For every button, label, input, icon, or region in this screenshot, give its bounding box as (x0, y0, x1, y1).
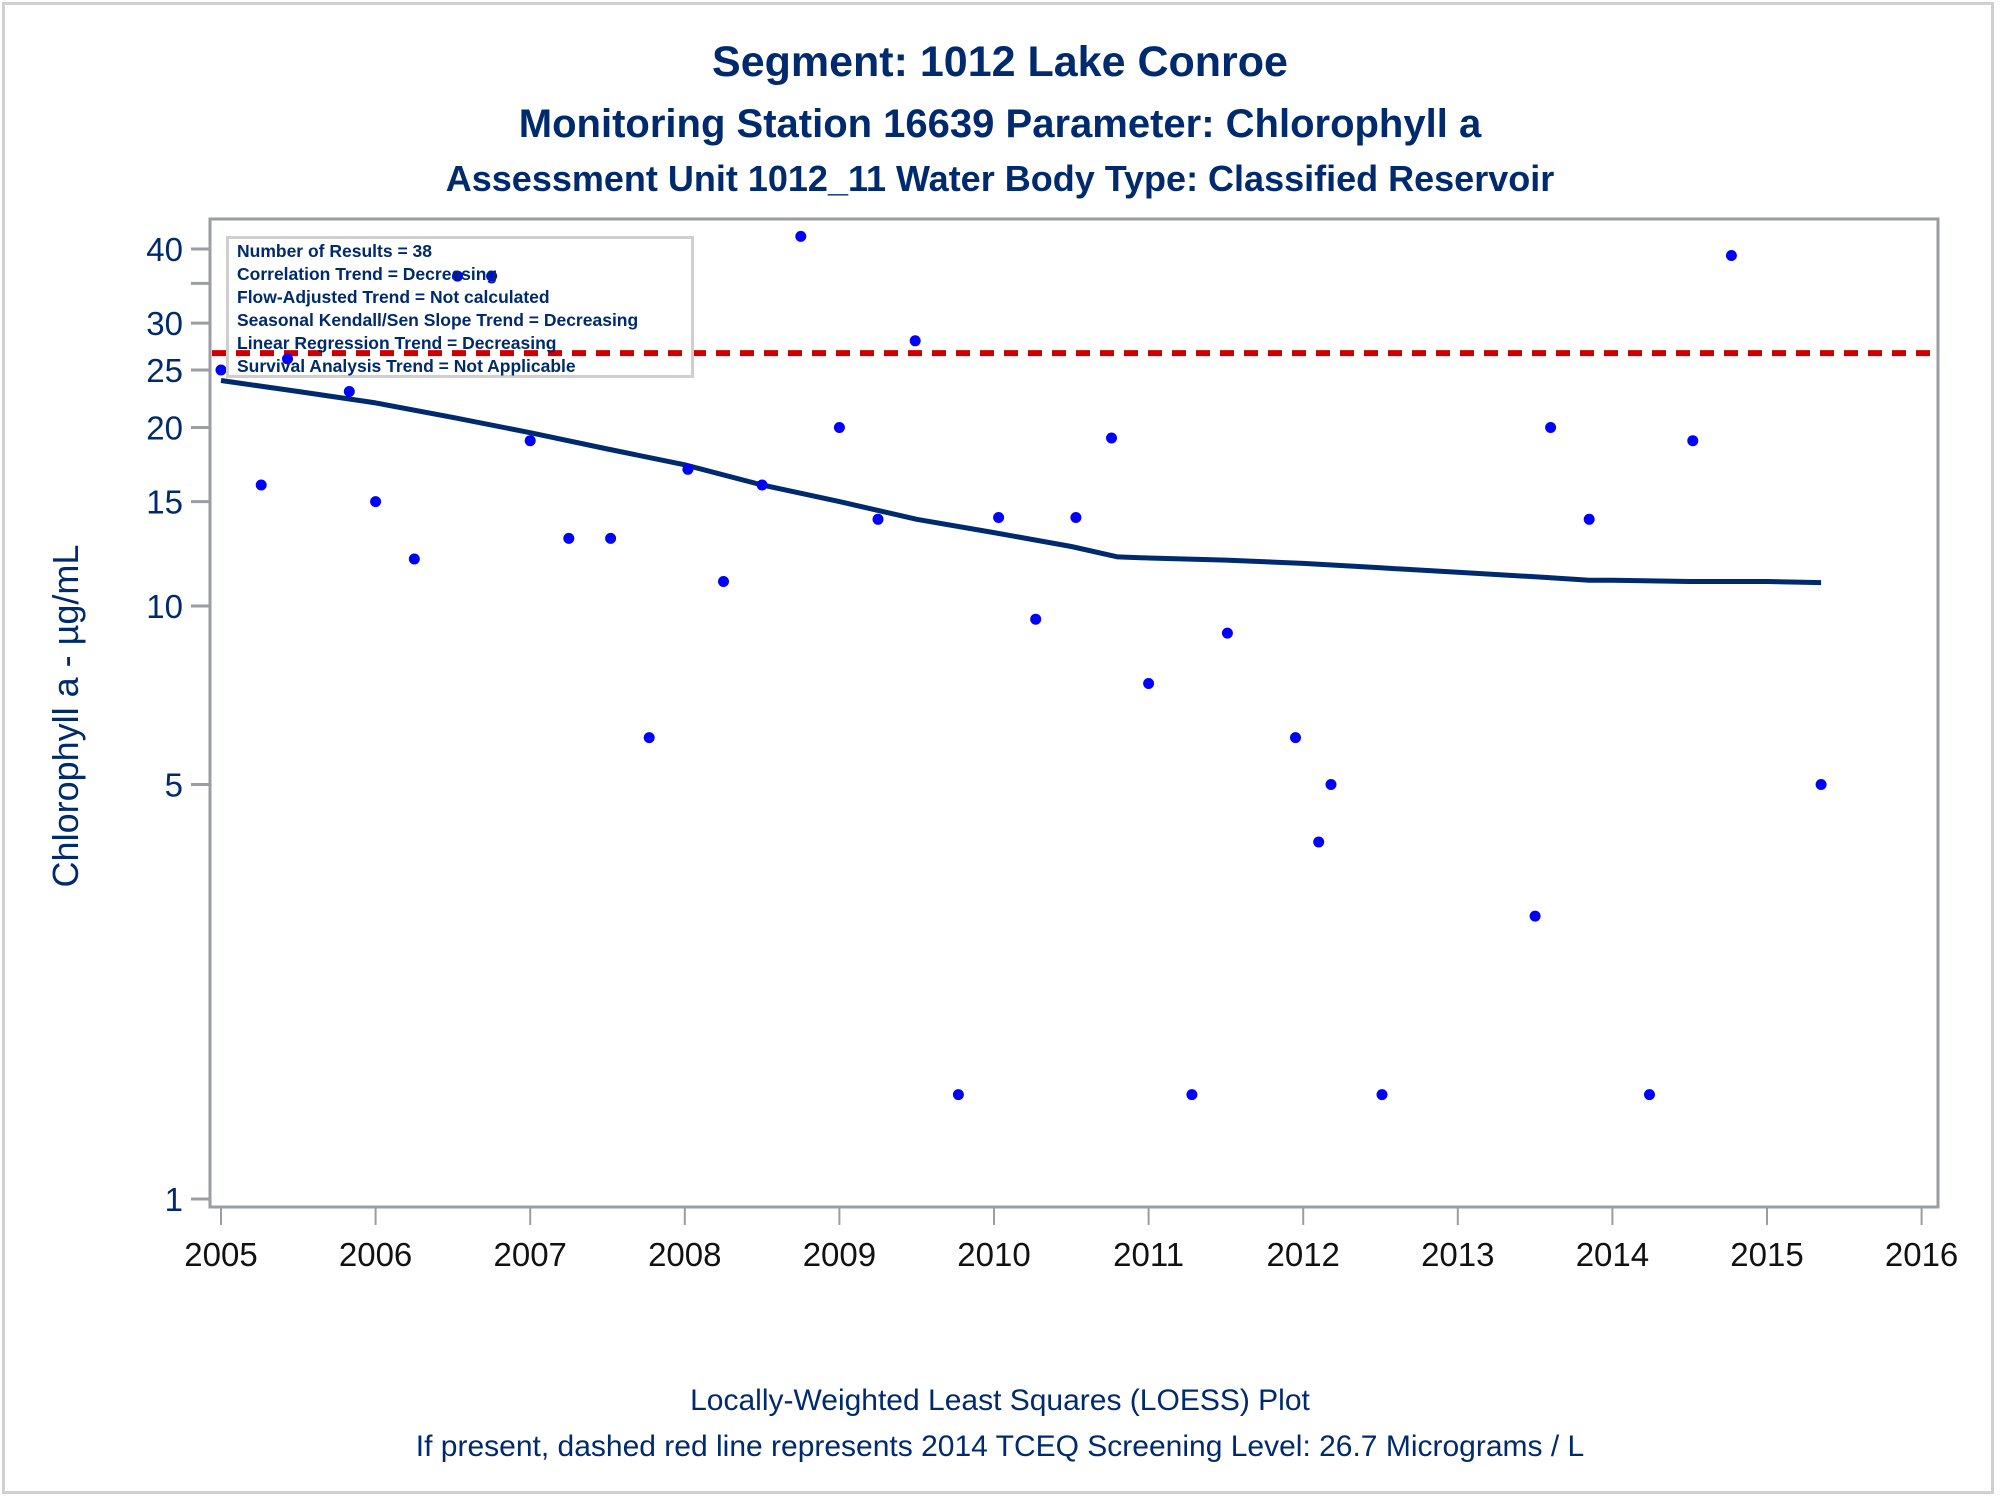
data-point (993, 512, 1005, 523)
data-point (833, 422, 845, 433)
y-tick-label: 30 (146, 305, 183, 342)
x-tick-label: 2016 (1885, 1236, 1958, 1273)
data-point (682, 463, 694, 475)
data-point (343, 386, 355, 397)
x-tick-label: 2015 (1730, 1236, 1803, 1273)
data-point (1545, 422, 1557, 433)
y-tick-label: 5 (165, 767, 183, 804)
x-tick-label: 2010 (957, 1236, 1030, 1273)
data-point (486, 270, 498, 282)
y-tick-label: 10 (146, 588, 183, 625)
data-point (1186, 1089, 1198, 1101)
legend-seasonal-kendall-trend: Seasonal Kendall/Sen Slope Trend = Decre… (237, 310, 639, 330)
data-point (1583, 513, 1595, 525)
data-point (524, 435, 536, 447)
x-tick-label: 2007 (493, 1236, 566, 1273)
data-point (795, 230, 807, 242)
data-point (1815, 779, 1827, 790)
data-point (909, 335, 921, 347)
data-point (718, 576, 729, 587)
data-point (872, 513, 884, 525)
y-tick-label: 40 (146, 231, 183, 268)
data-point (756, 479, 768, 491)
y-tick-label: 1 (165, 1181, 183, 1218)
chart-marks (212, 230, 1936, 1101)
legend-survival-analysis-trend: Survival Analysis Trend = Not Applicable (237, 356, 576, 376)
data-point (1325, 779, 1337, 790)
data-point (952, 1089, 964, 1101)
data-point (1687, 435, 1699, 447)
plot-area-border (208, 217, 1940, 1209)
data-point (1376, 1089, 1388, 1101)
chart-subtitle-assessment: Assessment Unit 1012_11 Water Body Type:… (445, 158, 1555, 199)
x-tick-label: 2011 (1113, 1236, 1184, 1273)
data-point (1644, 1089, 1655, 1101)
data-point (1143, 678, 1155, 689)
data-point (1030, 613, 1042, 625)
chart-title: Segment: 1012 Lake Conroe (712, 38, 1288, 86)
data-point (563, 532, 575, 544)
footnote-loess: Locally-Weighted Least Squares (LOESS) P… (690, 1384, 1310, 1417)
legend-correlation-trend: Correlation Trend = Decreasing (237, 264, 498, 284)
data-point (255, 479, 267, 491)
y-tick-label: 25 (146, 352, 183, 389)
x-tick-label: 2008 (648, 1236, 721, 1273)
data-point (1221, 627, 1233, 639)
x-tick-label: 2014 (1576, 1236, 1649, 1273)
loess-line (220, 378, 1822, 586)
data-point (643, 732, 655, 744)
y-tick-label: 20 (146, 409, 183, 446)
y-tick-label: 15 (146, 484, 183, 521)
x-tick-label: 2005 (184, 1236, 257, 1273)
legend-linear-regression-trend: Linear Regression Trend = Decreasing (237, 333, 557, 353)
legend-flow-adjusted-trend: Flow-Adjusted Trend = Not calculated (237, 287, 550, 307)
data-point (282, 353, 293, 365)
data-point (1070, 512, 1082, 523)
data-point (1313, 836, 1325, 848)
data-point (215, 364, 227, 376)
data-point (1725, 250, 1737, 261)
footnote-screening-level: If present, dashed red line represents 2… (415, 1430, 1585, 1463)
data-point (452, 270, 463, 282)
data-point (1290, 732, 1301, 744)
x-tick-label: 2009 (803, 1236, 876, 1273)
chart-subtitle-station: Monitoring Station 16639 Parameter: Chlo… (518, 102, 1482, 146)
data-point (408, 553, 420, 565)
data-point (370, 496, 382, 508)
data-point (1529, 910, 1541, 922)
y-axis-label: Chlorophyll a - µg/mL (45, 545, 86, 888)
x-tick-label: 2006 (339, 1236, 412, 1273)
data-point (605, 532, 617, 544)
data-point (1106, 432, 1117, 444)
x-tick-label: 2013 (1421, 1236, 1494, 1273)
legend-number-of-results: Number of Results = 38 (237, 241, 432, 261)
trend-legend: Number of Results = 38 Correlation Trend… (226, 236, 694, 378)
x-tick-label: 2012 (1266, 1236, 1339, 1273)
